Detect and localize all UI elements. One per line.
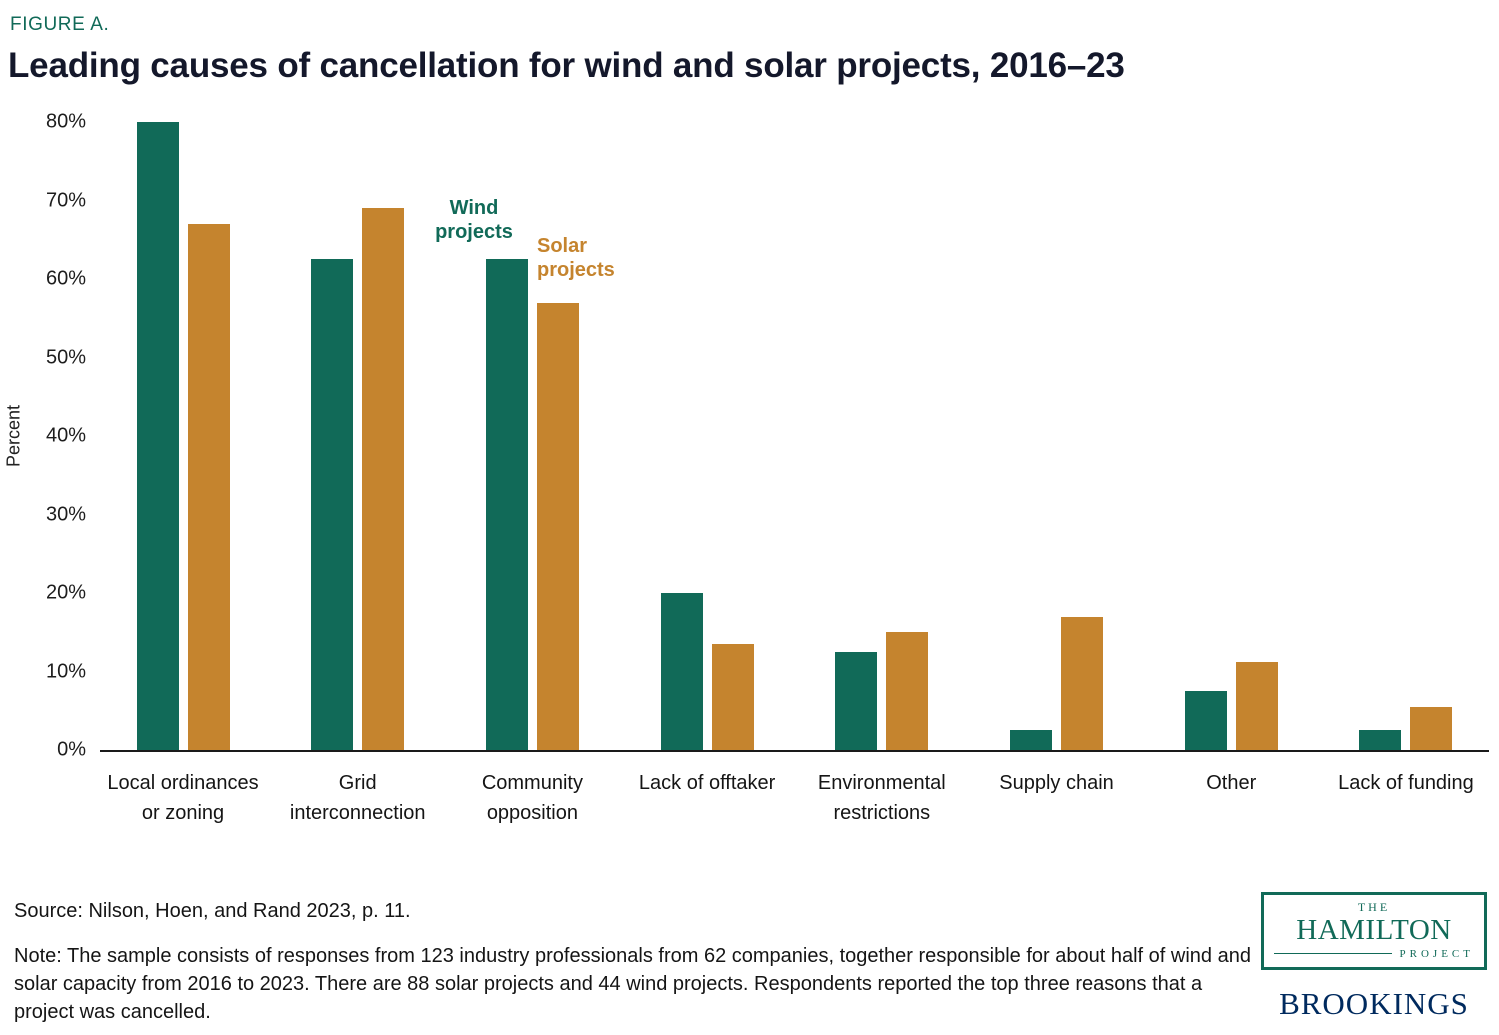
y-tick-label: 70% <box>45 189 86 211</box>
note-text: Note: The sample consists of responses f… <box>14 945 1251 1023</box>
bar-group <box>100 122 266 750</box>
bar-group <box>974 122 1140 750</box>
wind-bar <box>136 122 179 750</box>
y-axis-ticks: 0% 10% 20% 30% 40% 50% 60% 70% 80% <box>0 111 86 761</box>
x-axis-label: Grid interconnection <box>289 772 426 824</box>
hamilton-logo-project: PROJECT <box>1399 947 1474 960</box>
brookings-logo: BROOKINGS <box>1279 985 1469 1021</box>
y-tick-label: 10% <box>45 660 86 682</box>
x-axis-label: Supply chain <box>999 772 1114 794</box>
wind-bar <box>311 259 354 750</box>
y-tick-label: 0% <box>57 738 86 761</box>
solar-bar <box>711 644 754 750</box>
wind-bar <box>1359 730 1402 750</box>
solar-bar <box>187 224 230 750</box>
wind-bar <box>1184 691 1227 750</box>
wind-bar <box>1010 730 1053 750</box>
bar-group <box>275 122 441 750</box>
y-tick-label: 40% <box>45 424 86 447</box>
logos: THE HAMILTON PROJECT BROOKINGS <box>1261 892 1487 1022</box>
solar-bar <box>362 208 405 750</box>
page-title: Leading causes of cancellation for wind … <box>8 46 1125 85</box>
hamilton-logo-rule <box>1274 953 1392 955</box>
solar-bar <box>1235 662 1278 750</box>
solar-series-label: Solar projects <box>537 235 615 282</box>
y-tick-label: 50% <box>45 346 86 368</box>
y-tick-label: 30% <box>45 503 86 525</box>
hamilton-logo-the: THE <box>1357 900 1391 914</box>
x-axis-label: Lack of funding <box>1338 772 1474 794</box>
wind-bar <box>835 651 878 750</box>
x-axis-label: Environmental restrictions <box>817 772 946 824</box>
solar-bar <box>536 302 579 750</box>
y-tick-label: 60% <box>45 267 86 290</box>
solar-bar <box>1061 616 1104 750</box>
hamilton-logo-name: HAMILTON <box>1296 914 1452 946</box>
solar-bar <box>886 632 929 750</box>
solar-bar <box>1410 706 1453 750</box>
x-axis-label: Other <box>1206 772 1257 794</box>
y-tick-label: 80% <box>45 110 86 133</box>
bar-group <box>1148 122 1314 750</box>
wind-bar <box>485 259 528 750</box>
bar-group <box>624 122 790 750</box>
figure-label: FIGURE A. <box>10 14 110 35</box>
plot-area: Wind projects Solar projects <box>100 122 1489 752</box>
y-tick-label: 20% <box>45 581 86 604</box>
x-axis-label: Community opposition <box>481 772 583 824</box>
x-axis-label: Lack of offtaker <box>638 772 776 794</box>
wind-series-label: Wind projects <box>435 197 513 244</box>
bar-group <box>799 122 965 750</box>
x-axis-label: Local ordinances or zoning <box>107 772 259 824</box>
hamilton-project-logo: THE HAMILTON PROJECT <box>1261 892 1487 970</box>
source-text: Source: Nilson, Hoen, and Rand 2023, p. … <box>14 900 411 922</box>
wind-bar <box>660 593 703 750</box>
bar-group <box>449 122 615 750</box>
x-axis-labels: Local ordinances or zoning Grid interconn… <box>100 768 1489 828</box>
bar-group <box>1323 122 1489 750</box>
